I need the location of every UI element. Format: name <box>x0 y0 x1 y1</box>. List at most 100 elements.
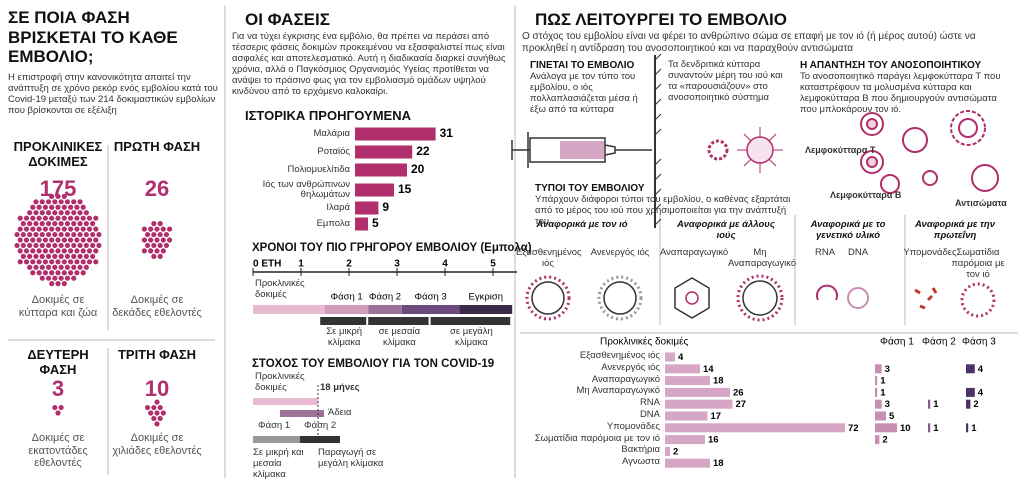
label: Λεμφοκύτταρα Τ <box>805 145 876 155</box>
dot <box>52 404 58 411</box>
category-label: Αναπαραγωγικό <box>591 373 660 385</box>
dot <box>71 221 77 227</box>
value-label: 17 <box>711 411 722 422</box>
dot <box>74 204 80 210</box>
dot <box>17 259 23 265</box>
dot <box>160 410 166 416</box>
category-label: Ροταϊός <box>317 146 350 158</box>
dot <box>55 281 61 287</box>
value-label: 2 <box>882 435 887 446</box>
dot <box>77 242 83 249</box>
dot <box>27 253 33 259</box>
dot <box>61 215 67 221</box>
bar <box>355 201 379 215</box>
dot <box>90 231 96 238</box>
bar <box>665 423 845 433</box>
dot <box>23 259 30 265</box>
dot <box>61 237 67 243</box>
dot <box>55 215 61 221</box>
dot <box>49 215 55 221</box>
type-name: Σωματίδια παρόμοια με τον ιό <box>951 247 1005 280</box>
dot <box>52 199 58 205</box>
section-title: ΟΙ ΦΑΣΕΙΣ <box>245 10 330 29</box>
value-label: 10 <box>900 423 911 434</box>
type-name: Υπομονάδες <box>903 247 957 258</box>
dot <box>68 237 74 243</box>
dot <box>23 215 30 221</box>
phase-count: 26 <box>144 176 170 201</box>
dot <box>23 248 30 254</box>
bar <box>966 423 969 433</box>
dot <box>141 248 147 254</box>
dot <box>14 242 20 249</box>
dot <box>86 237 93 243</box>
dot <box>157 415 163 422</box>
value-label: 1 <box>971 423 977 434</box>
type-name: Εξασθενημένος ιός <box>516 247 582 269</box>
value-label: 2 <box>973 399 978 410</box>
dot <box>17 215 23 221</box>
dot <box>90 253 96 259</box>
covid-timeline <box>253 385 340 445</box>
dot <box>157 404 163 411</box>
dot <box>141 237 147 243</box>
label: Λεμφοκύτταρα Β <box>830 190 902 200</box>
dot <box>71 231 77 238</box>
dot <box>52 253 58 259</box>
step-text: Υπάρχουν διάφοροι τύποι του εμβολίου, ο … <box>535 194 791 227</box>
bar <box>665 399 733 409</box>
paragraph: Για να τύχει έγκρισης ένα εμβόλιο, θα πρ… <box>232 31 506 97</box>
dot <box>77 210 83 216</box>
phase-name: ΠΡΟΚΛΙΝΙΚΕΣ ΔΟΚΙΜΕΣ <box>13 139 103 169</box>
dot <box>154 237 160 243</box>
type-group: Αναφορικά με την πρωτεΐνη <box>914 219 996 241</box>
dot <box>77 264 83 270</box>
chart-title: ΙΣΤΟΡΙΚΑ ΠΡΟΗΓΟΥΜΕΝΑ <box>245 108 411 123</box>
step-text: Ανάλογα με τον τύπο του εμβολίου, ο ιός … <box>530 71 638 115</box>
dot <box>30 270 36 276</box>
paragraph: Ο στόχος του εμβολίου είναι να φέρει το … <box>522 31 976 54</box>
step-title: ΤΥΠΟΙ ΤΟΥ ΕΜΒΟΛΙΟΥ <box>535 183 645 194</box>
value-label: 27 <box>736 399 747 410</box>
dot <box>58 275 64 281</box>
dot <box>45 275 52 281</box>
dot <box>80 226 86 232</box>
dot <box>61 281 67 287</box>
bar <box>665 387 730 397</box>
dot <box>30 248 36 254</box>
dot <box>33 264 39 270</box>
dot <box>64 221 71 227</box>
bar <box>665 411 708 421</box>
dot <box>157 253 163 259</box>
bar <box>928 423 931 433</box>
bar <box>355 145 413 159</box>
dot <box>52 275 58 281</box>
dot <box>68 226 74 232</box>
dot <box>93 237 99 243</box>
bar <box>966 387 975 397</box>
bar <box>875 411 886 421</box>
dot <box>151 242 157 249</box>
bar <box>665 376 710 386</box>
dot <box>74 248 80 254</box>
dot <box>74 215 80 221</box>
dot-cluster <box>14 193 102 287</box>
dot <box>77 231 83 238</box>
dot <box>83 231 89 238</box>
dot <box>49 248 55 254</box>
dot <box>68 270 74 276</box>
stage-bar <box>253 305 325 314</box>
dot <box>86 226 93 232</box>
category-label: Μη Αναπαραγωγικό <box>576 385 660 397</box>
phase-name: ΤΡΙΤΗ ΦΑΣΗ <box>117 347 197 362</box>
category-label: Σωματίδια παρόμοια με τον ιό <box>534 432 660 444</box>
dot <box>20 231 26 238</box>
stage-label: Εγκριση <box>469 292 504 303</box>
dot <box>17 248 23 254</box>
dot <box>55 237 61 243</box>
dot <box>83 210 89 216</box>
dot <box>17 237 23 243</box>
dot <box>55 410 61 416</box>
dot <box>160 237 166 243</box>
